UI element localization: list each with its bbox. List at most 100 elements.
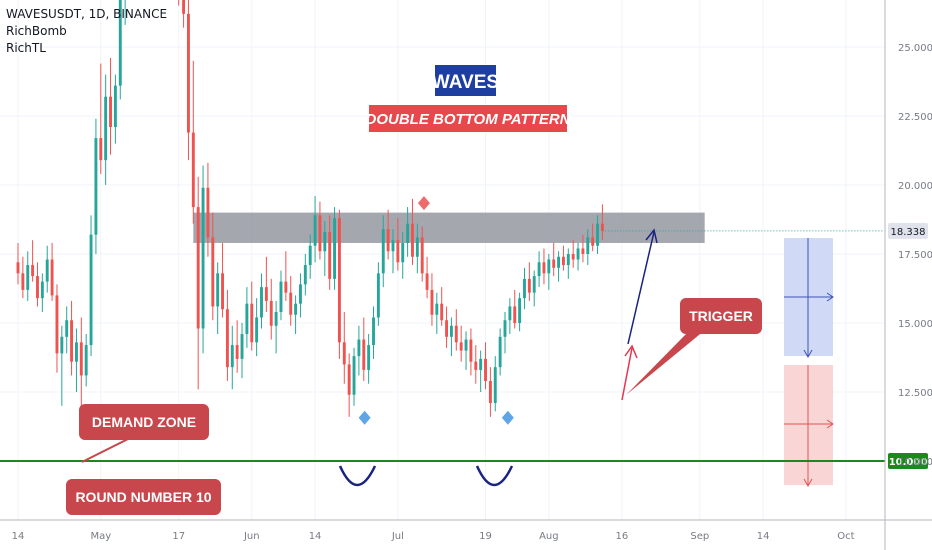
mid-peak-marker xyxy=(417,196,430,211)
x-tick-label: May xyxy=(90,531,111,542)
candle-body xyxy=(464,339,468,351)
candle-body xyxy=(391,240,395,252)
candle-body xyxy=(454,325,458,343)
candle-body xyxy=(449,325,453,337)
title-badge xyxy=(435,65,496,96)
candle-body xyxy=(235,345,239,359)
candle-body xyxy=(113,85,117,128)
long-target-arrow-right xyxy=(826,292,834,302)
candle-body xyxy=(503,320,507,337)
candle-body xyxy=(274,311,278,326)
round-number-callout: ROUND NUMBER 10 xyxy=(66,479,221,515)
demand-zone-callout: DEMAND ZONE xyxy=(79,404,209,440)
round-number-callout-box xyxy=(66,479,221,515)
title-badges: WAVES DOUBLE BOTTOM PATTERN xyxy=(366,65,572,132)
candle-body xyxy=(303,265,307,285)
candle-body xyxy=(527,278,531,293)
candle-body xyxy=(445,320,449,337)
candle-body xyxy=(308,245,312,266)
candle-body xyxy=(118,0,122,86)
candle-body xyxy=(542,262,546,274)
candle-body xyxy=(420,237,424,274)
candle-body xyxy=(225,309,229,368)
candle-body xyxy=(547,259,551,274)
chart-title: WAVES xyxy=(432,72,499,93)
candle-body xyxy=(576,248,580,260)
candle-body xyxy=(600,223,604,231)
candle-body xyxy=(523,278,526,299)
candle-body xyxy=(337,218,341,343)
candle-body xyxy=(36,276,39,299)
x-tick-label: Oct xyxy=(837,531,854,542)
candle-body xyxy=(284,281,288,293)
indicator-richtl[interactable]: RichTL xyxy=(6,41,46,55)
level-label: 10.000 xyxy=(889,457,928,468)
candle-body xyxy=(99,138,103,161)
trigger-arrow-head xyxy=(624,344,638,359)
candle-body xyxy=(513,306,517,323)
candle-body xyxy=(425,273,429,290)
candle-body xyxy=(342,342,346,365)
candle-body xyxy=(16,262,20,274)
candle-body xyxy=(294,303,298,315)
subtitle-badge xyxy=(369,105,567,132)
candle-body xyxy=(196,207,200,329)
candle-body xyxy=(50,259,54,296)
long-target-arrow-down xyxy=(803,349,813,359)
candle-body xyxy=(411,223,414,257)
candle-body xyxy=(518,298,522,323)
candle-body xyxy=(430,289,434,315)
candle-body xyxy=(318,215,322,252)
candle-body xyxy=(264,287,268,301)
candle-body xyxy=(323,231,327,252)
candle-body xyxy=(104,96,108,161)
trigger-callout-pointer xyxy=(626,330,705,395)
candle-body xyxy=(586,237,590,254)
candle-body xyxy=(381,229,385,274)
chart-legend: WAVESUSDT, 1D, BINANCE RichBomb RichTL xyxy=(6,6,167,57)
candle-body xyxy=(191,132,195,208)
demand-zone-callout-text: DEMAND ZONE xyxy=(92,414,196,430)
candle-body xyxy=(401,242,405,263)
candle-body xyxy=(221,273,224,310)
candle-body xyxy=(333,218,336,279)
candle-body xyxy=(376,273,380,318)
x-tick-label: Aug xyxy=(539,531,559,542)
candle-body xyxy=(537,262,541,277)
candle-body xyxy=(289,292,293,315)
candle-body xyxy=(89,234,93,346)
candle-body xyxy=(469,339,473,362)
candle-body xyxy=(299,284,302,304)
stop-target-arrow-right xyxy=(826,419,834,429)
bottom-arc-2 xyxy=(475,465,514,487)
indicator-richbomb[interactable]: RichBomb xyxy=(6,24,67,38)
candle-body xyxy=(40,281,44,299)
candle-body xyxy=(216,273,220,307)
candle-body xyxy=(571,254,575,260)
candle-body xyxy=(279,281,283,312)
candle-body xyxy=(347,364,351,395)
candle-body xyxy=(435,303,439,315)
candle-body xyxy=(26,265,30,290)
neckline-zone xyxy=(193,212,705,243)
candle-body xyxy=(201,187,205,329)
current-price-label-bg xyxy=(888,222,928,239)
candle-body xyxy=(508,306,512,321)
y-tick-label: 20.000 xyxy=(898,181,932,192)
candle-body xyxy=(230,345,234,368)
candle-body xyxy=(532,276,536,293)
neckline-zone-layer xyxy=(193,212,834,488)
candle-body xyxy=(479,358,483,370)
symbol-line[interactable]: WAVESUSDT, 1D, BINANCE xyxy=(6,7,168,21)
current-price-label: 18.338 xyxy=(891,227,926,238)
candle-body xyxy=(498,336,502,368)
candle-body xyxy=(362,339,366,370)
candle-body xyxy=(79,342,83,376)
x-tick-label: 14 xyxy=(757,531,770,542)
x-tick-label: 14 xyxy=(12,531,25,542)
candle-body xyxy=(488,380,492,404)
y-tick-label: 25.000 xyxy=(898,43,932,54)
